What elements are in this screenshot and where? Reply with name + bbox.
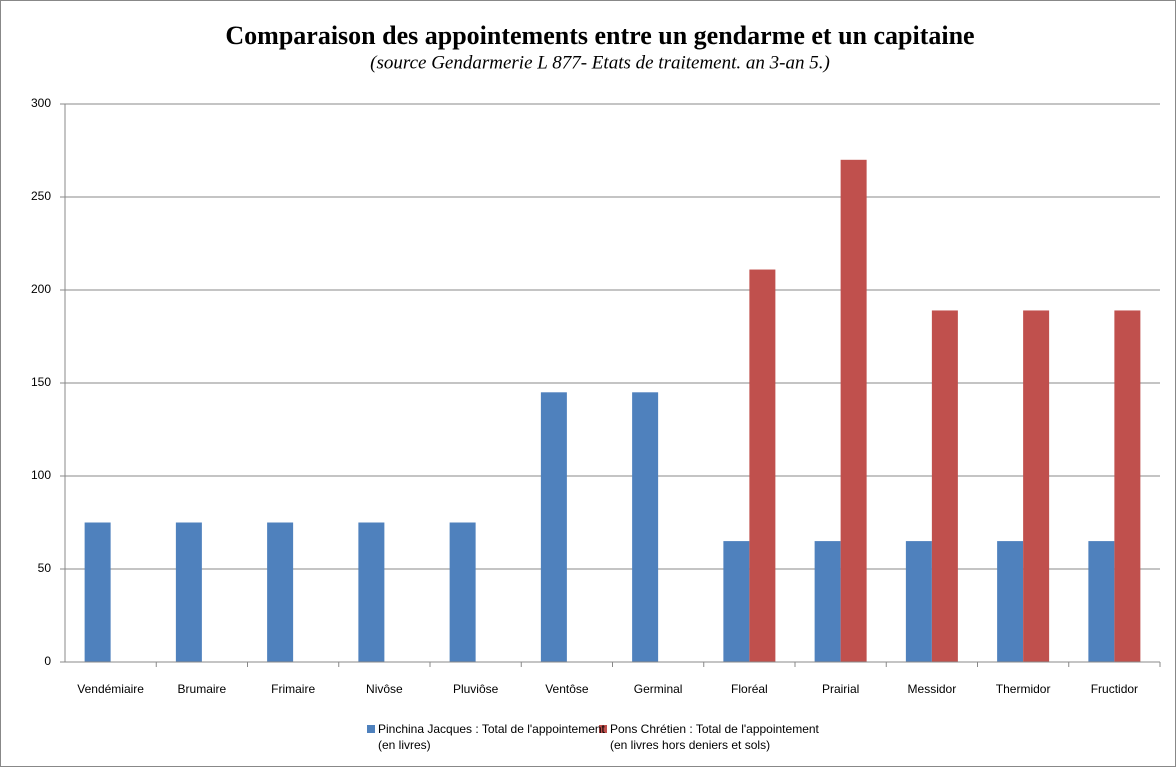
x-tick-label: Thermidor [996,682,1051,696]
legend-swatch [599,725,607,733]
y-tick-label: 100 [31,468,51,482]
x-tick-label: Vendémiaire [77,682,144,696]
y-tick-label: 250 [31,189,51,203]
legend-label: Pons Chrétien : Total de l'appointement … [610,722,819,752]
bar [997,541,1024,662]
x-tick-label: Pluviôse [453,682,499,696]
x-tick-label: Ventôse [545,682,589,696]
legend-swatch [367,725,375,733]
bar [1114,310,1141,662]
bar [267,522,294,662]
x-tick-label: Floréal [731,682,768,696]
y-tick-label: 300 [31,96,51,110]
bar [905,541,932,662]
bar [723,541,750,662]
x-tick-label: Germinal [634,682,683,696]
chart-title: Comparaison des appointements entre un g… [225,21,974,50]
y-tick-label: 150 [31,375,51,389]
x-tick-label: Messidor [908,682,957,696]
x-tick-label: Nivôse [366,682,403,696]
bar [632,392,659,662]
bar [449,522,476,662]
bar [175,522,202,662]
chart-subtitle: (source Gendarmerie L 877- Etats de trai… [370,52,830,73]
bar [540,392,567,662]
y-tick-label: 50 [38,561,52,575]
bar [84,522,111,662]
bar [1023,310,1050,662]
bar [749,269,776,662]
x-tick-label: Prairial [822,682,859,696]
x-tick-label: Brumaire [178,682,227,696]
y-tick-label: 0 [44,654,51,668]
bar [814,541,841,662]
bar [1088,541,1115,662]
bar [358,522,385,662]
x-tick-label: Frimaire [271,682,315,696]
bar [840,159,867,663]
x-tick-label: Fructidor [1091,682,1138,696]
y-tick-label: 200 [31,282,51,296]
legend-label: Pinchina Jacques : Total de l'appointeme… [378,722,605,752]
bar [931,310,958,662]
